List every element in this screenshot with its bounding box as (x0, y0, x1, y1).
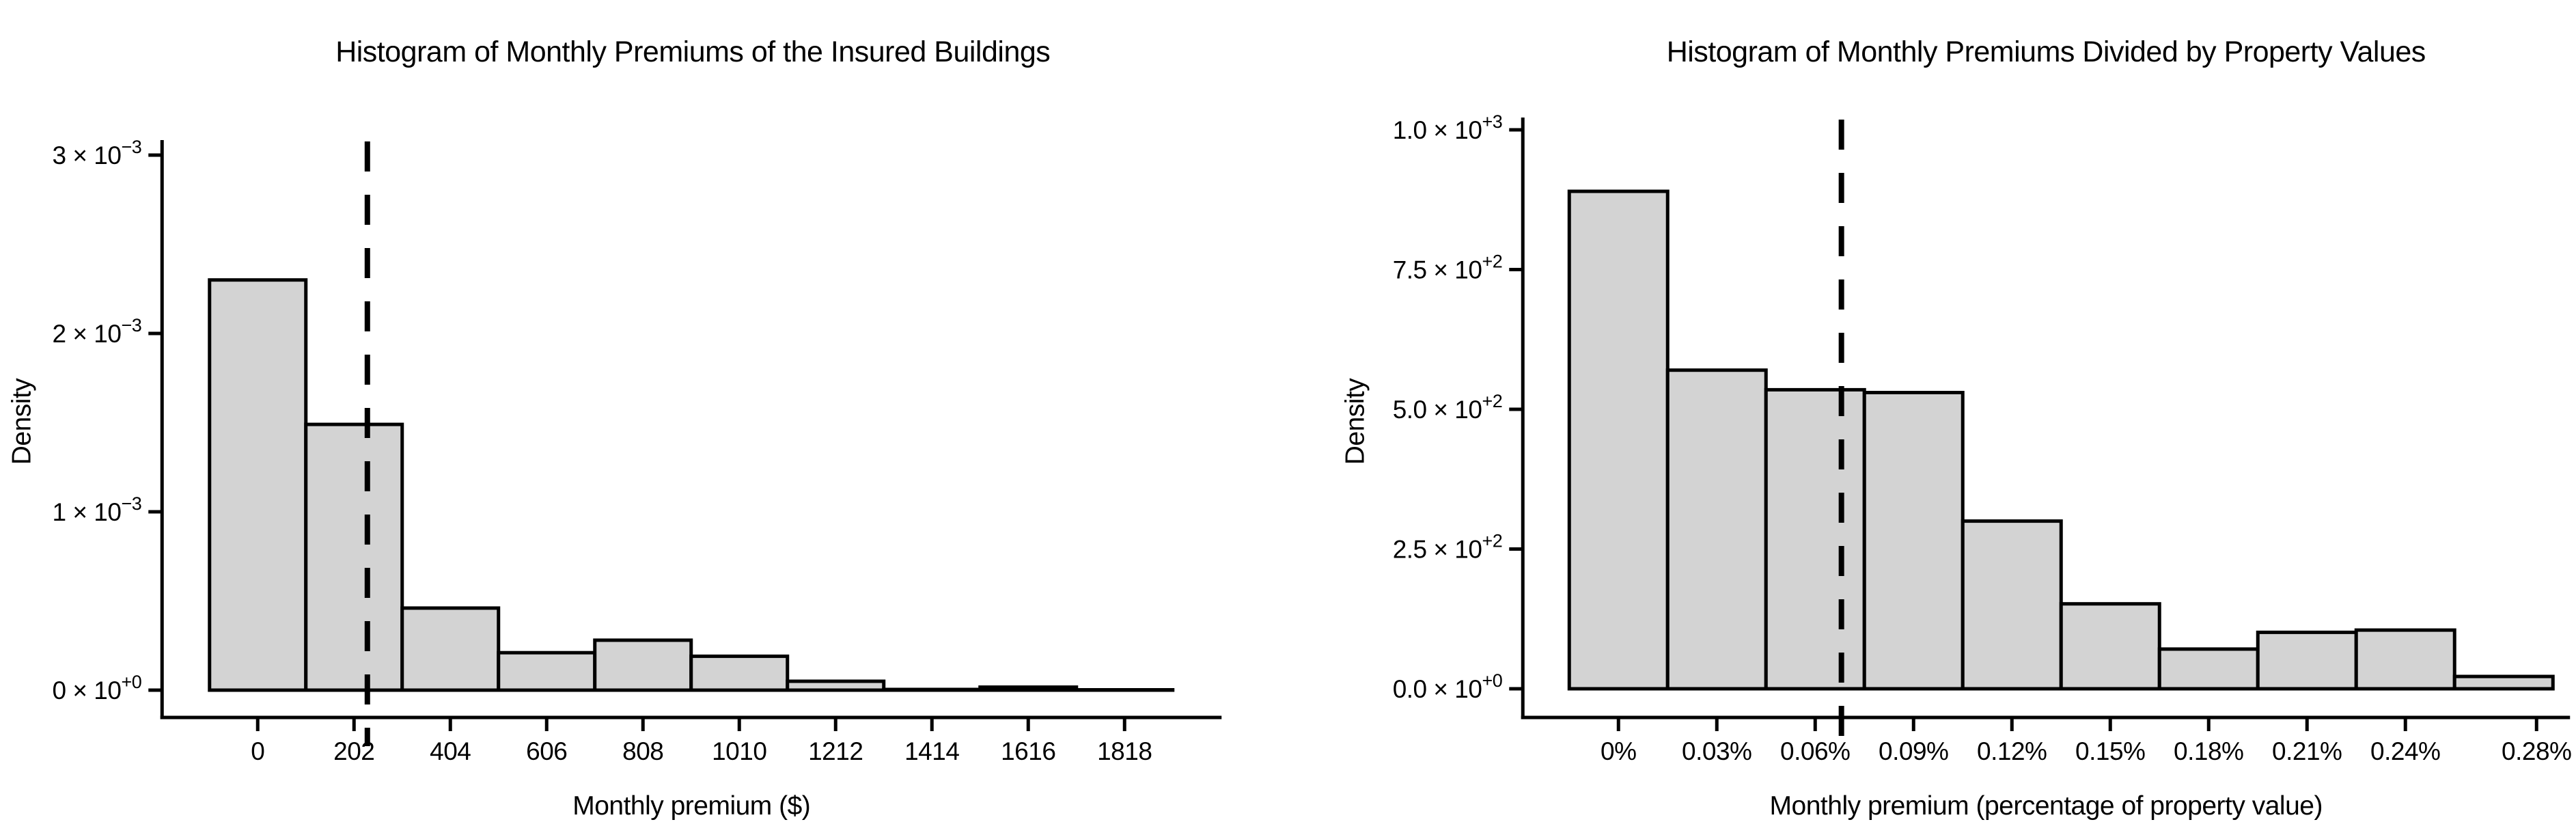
y-tick-label: 0.0 × 10+0 (1392, 670, 1502, 703)
histogram-premium-percentage-svg: 0% 0.03% 0.06% 0.09% 0.12% 0.15% 0.18% 0.21% 0.2… (1340, 36, 2572, 821)
x-tick-label: 0.21% (2272, 737, 2342, 765)
histogram-bar (2256, 630, 2358, 691)
x-tick-label: 202 (333, 737, 374, 765)
histogram-bar (497, 651, 597, 692)
x-tick-label: 1010 (712, 737, 766, 765)
x-tick-label: 0% (1601, 737, 1636, 765)
y-tick-label: 3 × 10−3 (53, 137, 142, 169)
x-tick-label: 404 (430, 737, 471, 765)
x-tick-label: 0.09% (1879, 737, 1948, 765)
y-tick-label: 0 × 10+0 (53, 672, 142, 704)
histogram-bar (1567, 189, 1670, 691)
histogram-bar (1764, 387, 1866, 691)
x-tick-label: 0.28% (2502, 737, 2571, 765)
x-tick-label: 0.24% (2370, 737, 2440, 765)
x-tick-label: 0.18% (2174, 737, 2243, 765)
y-axis-title: Density (1340, 378, 1370, 465)
x-axis-title: Monthly premium ($) (572, 791, 810, 821)
histogram-bar (2452, 674, 2555, 691)
histogram-bar (2157, 647, 2260, 691)
x-tick-label: 1212 (808, 737, 863, 765)
y-tick-label: 5.0 × 10+2 (1392, 391, 1502, 424)
histogram-bar (304, 422, 404, 692)
histogram-bar (689, 654, 790, 692)
chart-title: Histogram of Monthly Premiums of the Ins… (335, 36, 1050, 68)
x-tick-label: 0 (251, 737, 264, 765)
histogram-bar (400, 606, 501, 692)
histogram-premium-percentage: 0% 0.03% 0.06% 0.09% 0.12% 0.15% 0.18% 0.21% 0.2… (1288, 0, 2576, 835)
y-tick-label: 1.0 × 10+3 (1392, 111, 1502, 144)
histogram-bar (2354, 628, 2456, 691)
y-tick-label: 2 × 10−3 (53, 315, 142, 348)
y-axis-title: Density (7, 378, 36, 465)
histogram-monthly-premiums-svg: 0 202 404 606 808 1010 1212 1414 1616 1818 0 × 10+… (7, 36, 1222, 821)
x-axis-title: Monthly premium (percentage of property … (1769, 791, 2322, 821)
x-tick-label: 0.15% (2075, 737, 2145, 765)
x-tick-label: 606 (526, 737, 567, 765)
x-tick-label: 1818 (1097, 737, 1152, 765)
histogram-monthly-premiums: 0 202 404 606 808 1010 1212 1414 1616 1818 0 × 10+… (7, 36, 1222, 821)
y-tick-label: 7.5 × 10+2 (1392, 251, 1502, 284)
histogram-bar (1961, 519, 2063, 691)
x-tick-label: 1616 (1001, 737, 1055, 765)
chart-title: Histogram of Monthly Premiums Divided by… (1666, 36, 2425, 68)
y-tick-label: 2.5 × 10+2 (1392, 531, 1502, 564)
y-tick-label: 1 × 10−3 (53, 493, 142, 526)
x-tick-label: 0.06% (1780, 737, 1850, 765)
x-tick-label: 0.12% (1977, 737, 2047, 765)
histogram-bar (2059, 602, 2161, 691)
x-tick-label: 808 (622, 737, 663, 765)
histogram-bar (1665, 368, 1768, 691)
histogram-bar (208, 278, 308, 692)
x-tick-label: 1414 (904, 737, 959, 765)
x-tick-label: 0.03% (1682, 737, 1751, 765)
histogram-bar (1862, 391, 1965, 691)
histogram-bar (593, 638, 693, 692)
